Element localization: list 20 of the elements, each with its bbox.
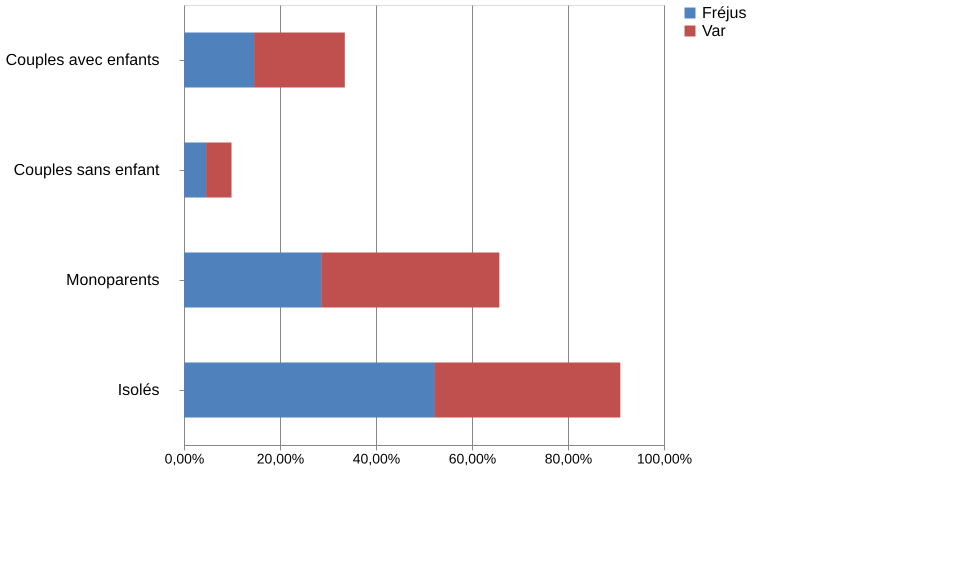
y-tick-label: Couples sans enfant <box>14 162 160 179</box>
y-tick-label: Couples avec enfants <box>6 52 160 69</box>
bar <box>321 252 500 308</box>
bar <box>184 252 322 308</box>
bar <box>184 142 206 198</box>
bar <box>434 362 620 418</box>
legend-label: Var <box>702 23 726 40</box>
x-tick-label: 80,00% <box>544 450 592 466</box>
x-tick-label: 100,00% <box>636 450 692 466</box>
y-tick-label: Isolés <box>118 382 160 399</box>
y-tick-label: Monoparents <box>66 272 160 289</box>
bar <box>254 32 345 88</box>
bar <box>206 142 232 198</box>
x-tick-label: 60,00% <box>448 450 496 466</box>
x-tick-label: 20,00% <box>256 450 304 466</box>
legend-label: Fréjus <box>702 5 746 22</box>
bar <box>184 362 435 418</box>
x-tick-label: 0,00% <box>164 450 204 466</box>
x-tick-label: 40,00% <box>352 450 400 466</box>
bar <box>184 32 254 88</box>
